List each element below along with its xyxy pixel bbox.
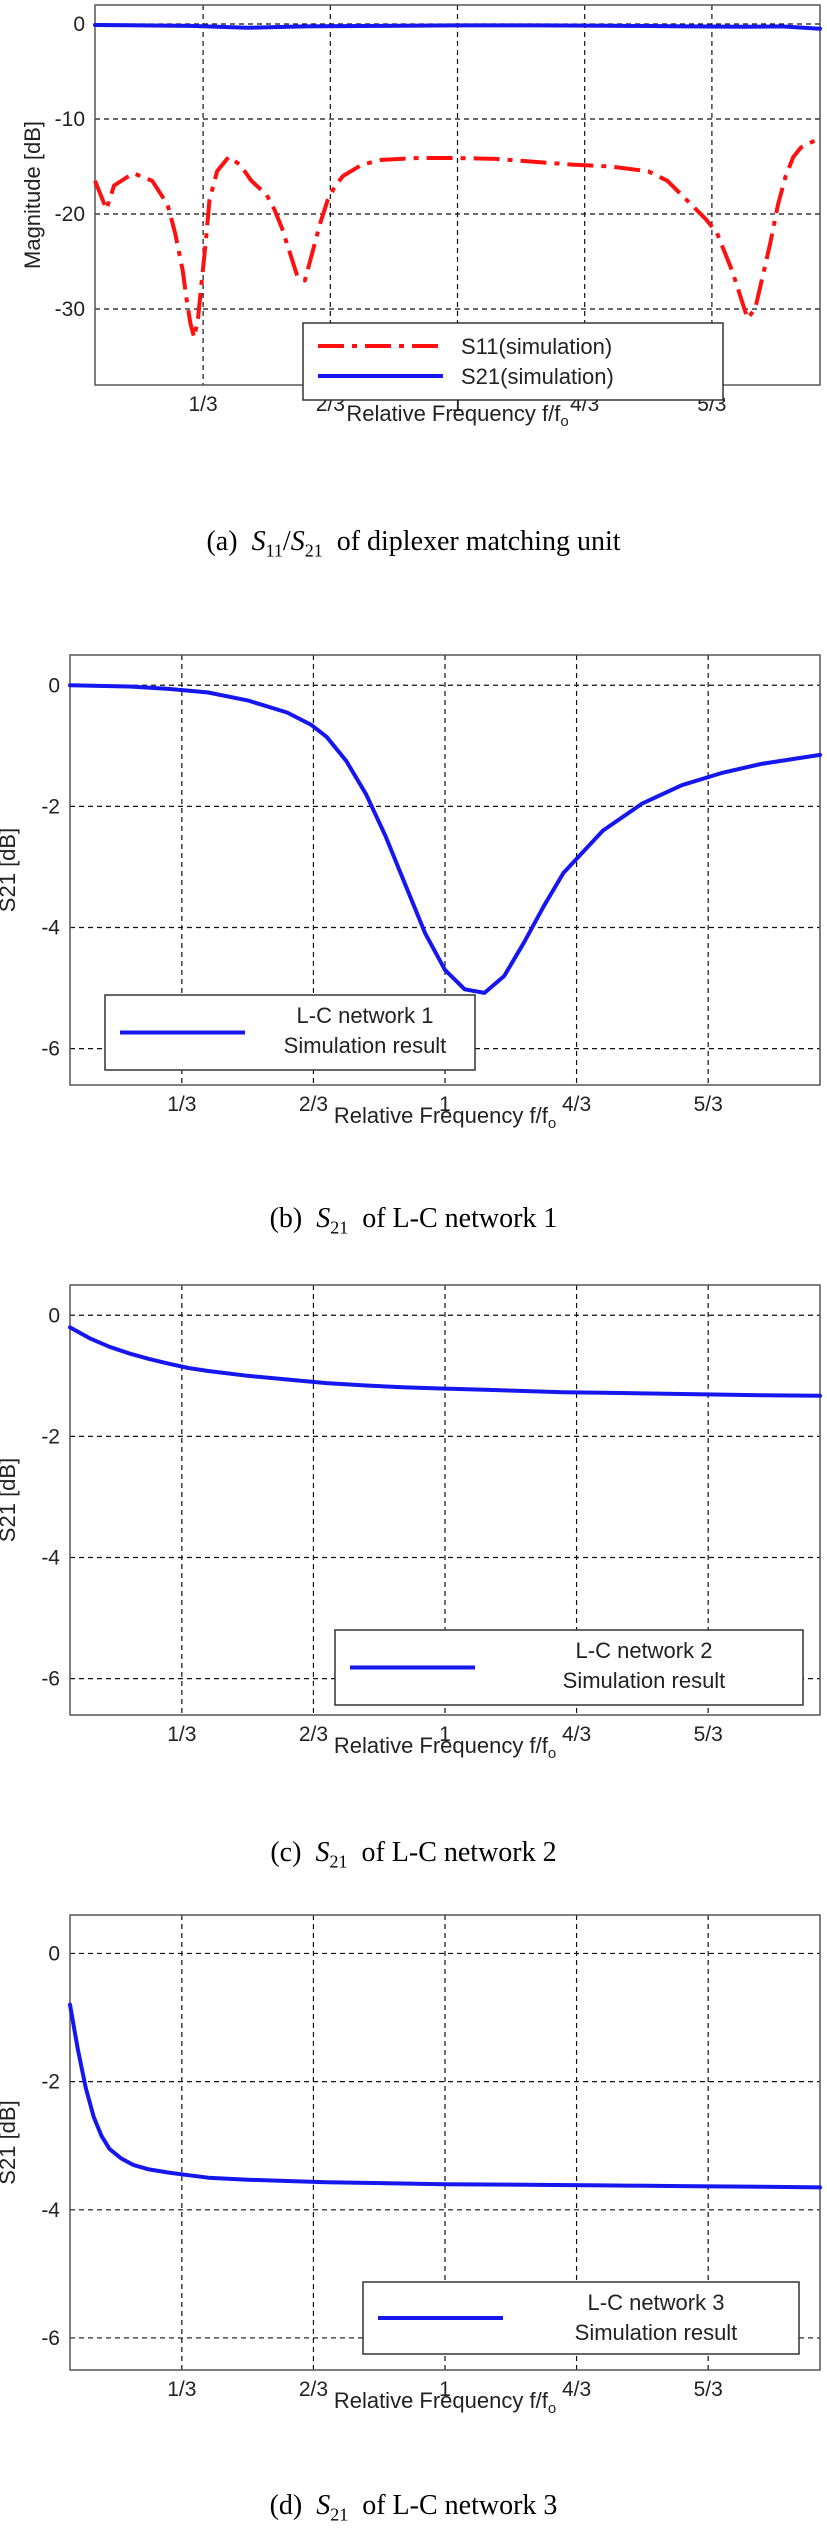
series-line-l-c-network-3 [68,2002,822,2190]
y-tick-label: -6 [41,1038,60,1061]
y-axis-label: Magnitude [dB] [20,121,45,269]
legend: L-C network 1 Simulation result [104,994,476,1071]
lc-network-1-chart: 0 -2 -4 -6 1/3 2/3 1 4/3 5/3 Relative Frequency f… [0,654,822,1132]
caption-b: (b) S21 of L-C network 1 [269,1203,558,1238]
chart-panel-a: 0 -10 -20 -30 1/3 2/3 1 4/3 5/3 Relative Frequenc… [0,0,827,561]
x-tick-label: 1 [439,1093,451,1116]
y-tick-label: 0 [73,13,85,36]
y-tick-label: -30 [55,298,85,321]
x-tick-label: 5/3 [694,1093,723,1116]
x-tick-label: 1 [439,2378,451,2401]
x-tick-label: 4/3 [562,1723,591,1746]
x-axis-label-sub: o [548,2400,556,2417]
x-tick-label: 1/3 [188,393,217,416]
y-tick-label: -6 [41,2327,60,2350]
y-axis-label: S21 [dB] [0,828,20,912]
x-tick-label: 1 [452,393,464,416]
legend-label: Simulation result [575,2320,738,2345]
caption-d: (d) S21 of L-C network 3 [269,2490,558,2525]
chart-panel-c: 0 -2 -4 -6 1/3 2/3 1 4/3 5/3 Relative Frequency f… [0,1255,827,1875]
legend-label: S21(simulation) [461,364,614,389]
x-tick-label: 1/3 [167,1723,196,1746]
lc-network-2-chart: 0 -2 -4 -6 1/3 2/3 1 4/3 5/3 Relative Frequency f… [0,1284,822,1762]
chart-panel-b: 0 -2 -4 -6 1/3 2/3 1 4/3 5/3 Relative Frequency f… [0,625,827,1245]
y-tick-label: -4 [41,1547,60,1570]
x-axis-label: Relative Frequency f/fo [334,2388,556,2417]
series-line-l-c-network-1 [68,683,822,995]
y-tick-label: -2 [41,795,60,818]
x-tick-label: 4/3 [562,1093,591,1116]
legend-label: L-C network 1 [297,1003,434,1028]
plot-frame [69,654,821,1086]
x-axis-label-sub: o [548,1115,556,1132]
lc-network-3-chart: 0 -2 -4 -6 1/3 2/3 1 4/3 5/3 Relative Frequency f… [0,1914,822,2417]
x-tick-label: 1/3 [167,2378,196,2401]
legend: S11(simulation) S21(simulation) [302,322,724,401]
legend-label: L-C network 3 [588,2290,725,2315]
x-axis-label-sub: o [560,413,568,430]
x-tick-label: 2/3 [299,2378,328,2401]
x-tick-label: 5/3 [694,1723,723,1746]
y-tick-label: -4 [41,917,60,940]
y-tick-label: -20 [55,203,85,226]
series-line-l-c-network-2 [68,1325,822,1398]
series-line-s21-simulation- [93,23,822,31]
y-tick-label: -4 [41,2199,60,2222]
y-tick-label: -10 [55,108,85,131]
x-axis-label: Relative Frequency f/fo [346,401,568,430]
y-tick-label: 0 [48,674,60,697]
legend-label: L-C network 2 [576,1638,713,1663]
x-axis-label: Relative Frequency f/fo [334,1103,556,1132]
grid [70,655,820,1085]
caption-a: (a) S11/S21 of diplexer matching unit [206,526,621,561]
legend-label: Simulation result [563,1668,726,1693]
legend: L-C network 2 Simulation result [334,1629,804,1706]
y-tick-label: 0 [48,1942,60,1965]
x-tick-label: 1/3 [167,1093,196,1116]
legend-label: Simulation result [284,1033,447,1058]
legend: L-C network 3 Simulation result [362,2281,800,2355]
x-axis-label-sub: o [548,1745,556,1762]
y-axis-label: S21 [dB] [0,1458,20,1542]
x-tick-label: 2/3 [299,1093,328,1116]
legend-label: S11(simulation) [461,334,612,359]
x-axis-label: Relative Frequency f/fo [334,1733,556,1762]
y-tick-label: -6 [41,1668,60,1691]
chart-panel-d: 0 -2 -4 -6 1/3 2/3 1 4/3 5/3 Relative Frequency f… [0,1885,827,2531]
x-tick-label: 4/3 [562,2378,591,2401]
x-tick-label: 5/3 [694,2378,723,2401]
y-tick-label: 0 [48,1304,60,1327]
y-tick-label: -2 [41,1425,60,1448]
y-tick-label: -2 [41,2071,60,2094]
series-line-s11-simulation- [93,136,821,340]
x-tick-label: 1 [439,1723,451,1746]
caption-c: (c) S21 of L-C network 2 [270,1837,557,1872]
x-tick-label: 2/3 [299,1723,328,1746]
legend-box [302,322,724,401]
y-axis-label: S21 [dB] [0,2100,20,2184]
plot-frame [69,1914,821,2371]
plot-frame [69,1284,821,1716]
